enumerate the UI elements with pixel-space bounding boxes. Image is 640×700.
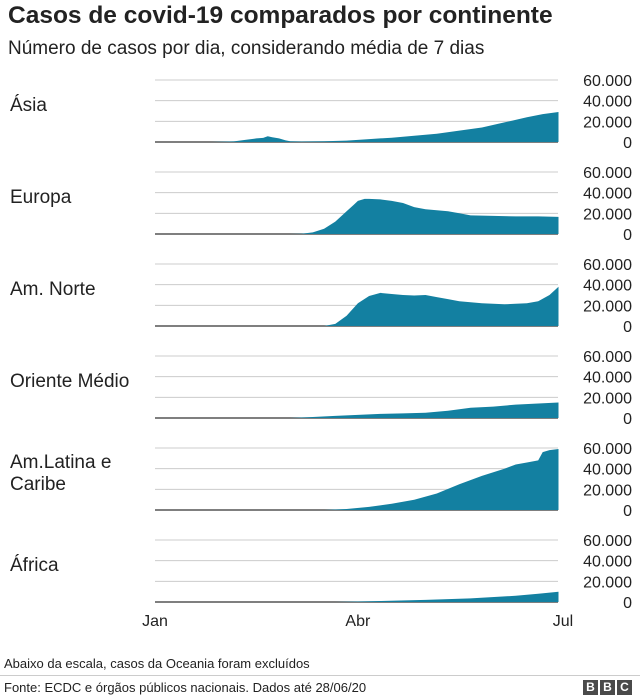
panel-3-region-label-0: Oriente Médio — [10, 371, 129, 392]
panel-4-y-tick-label-2: 20.000 — [583, 482, 632, 499]
panel-1-y-tick-label-3: 0 — [623, 227, 632, 244]
panel-4-y-tick-label-3: 0 — [623, 503, 632, 520]
logo-letter-c: C — [617, 680, 632, 695]
chart-subtitle: Número de casos por dia, considerando mé… — [8, 38, 485, 59]
panel-2-y-tick-label-1: 40.000 — [583, 278, 632, 295]
panel-3-y-tick-label-0: 60.000 — [583, 349, 632, 366]
panel-1-y-tick-label-2: 20.000 — [583, 206, 632, 223]
panel-2-region-label-0: Am. Norte — [10, 279, 96, 300]
panel-5-y-tick-label-1: 40.000 — [583, 554, 632, 571]
panel-1-y-tick-label-0: 60.000 — [583, 165, 632, 182]
x-tick-label-0: Jan — [142, 613, 168, 630]
logo-letter-b1: B — [583, 680, 598, 695]
panel-0-y-tick-label-1: 40.000 — [583, 94, 632, 111]
panel-4-y-tick-label-1: 40.000 — [583, 462, 632, 479]
bbc-logo: B B C — [583, 680, 632, 695]
x-tick-label-2: Jul — [553, 613, 573, 630]
chart-title: Casos de covid-19 comparados por contine… — [8, 2, 553, 29]
panel-1-y-tick-label-1: 40.000 — [583, 186, 632, 203]
panel-3-y-tick-label-1: 40.000 — [583, 370, 632, 387]
panel-0-region-label-0: Ásia — [10, 95, 47, 116]
source-note: Fonte: ECDC e órgãos públicos nacionais.… — [4, 680, 367, 695]
small-multiples-area-chart: 60.000 40.000 20.000 0 Ásia 60.000 40.000 20.00… — [10, 73, 632, 630]
panel-0-y-tick-label-2: 20.000 — [583, 114, 632, 131]
panel-0-area — [155, 112, 559, 142]
panel-5-region-label-0: África — [10, 555, 59, 576]
footnote: Abaixo da escala, casos da Oceania foram… — [4, 656, 310, 671]
x-tick-label-1: Abr — [345, 613, 371, 630]
panel-5-y-tick-label-2: 20.000 — [583, 574, 632, 591]
panel-5-y-tick-label-3: 0 — [623, 595, 632, 612]
panel-3-area — [155, 402, 559, 418]
panel-4-area — [155, 449, 559, 510]
panel-1-area — [155, 198, 559, 234]
panel-2-y-tick-label-0: 60.000 — [583, 257, 632, 274]
panel-2-y-tick-label-3: 0 — [623, 319, 632, 336]
panel-0-y-tick-label-0: 60.000 — [583, 73, 632, 90]
panel-1-region-label-0: Europa — [10, 187, 72, 208]
panel-0-y-tick-label-3: 0 — [623, 135, 632, 152]
panel-3-y-tick-label-3: 0 — [623, 411, 632, 428]
panel-5-area — [155, 591, 559, 602]
panel-4-y-tick-label-0: 60.000 — [583, 441, 632, 458]
panel-4-region-label-1: Caribe — [10, 474, 66, 495]
panel-2-y-tick-label-2: 20.000 — [583, 298, 632, 315]
panel-5-y-tick-label-0: 60.000 — [583, 533, 632, 550]
footer-divider — [0, 675, 640, 676]
panel-3-y-tick-label-2: 20.000 — [583, 390, 632, 407]
panel-4-region-label-0: Am.Latina e — [10, 452, 111, 473]
panel-2-area — [155, 286, 559, 326]
logo-letter-b2: B — [600, 680, 615, 695]
